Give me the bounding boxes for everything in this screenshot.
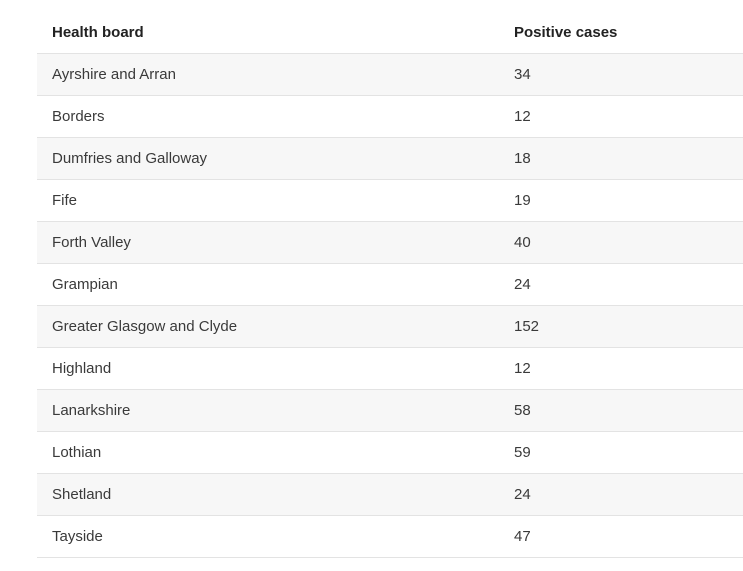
- positive-cases-cell: 19: [499, 179, 743, 222]
- positive-cases-cell: 58: [499, 389, 743, 432]
- health-board-cell: Dumfries and Galloway: [37, 137, 499, 180]
- table-row: Highland 12: [37, 347, 743, 390]
- table-row: Dumfries and Galloway 18: [37, 137, 743, 180]
- positive-cases-cell: 12: [499, 347, 743, 390]
- cases-table: Health board Positive cases Ayrshire and…: [37, 11, 743, 558]
- cases-table-container: Health board Positive cases Ayrshire and…: [37, 11, 743, 558]
- health-board-cell: Lanarkshire: [37, 389, 499, 432]
- health-board-cell: Shetland: [37, 473, 499, 516]
- health-board-cell: Forth Valley: [37, 221, 499, 264]
- health-board-cell: Greater Glasgow and Clyde: [37, 305, 499, 348]
- positive-cases-cell: 24: [499, 473, 743, 516]
- health-board-cell: Lothian: [37, 431, 499, 474]
- table-body: Ayrshire and Arran 34 Borders 12 Dumfrie…: [37, 53, 743, 558]
- positive-cases-cell: 34: [499, 53, 743, 96]
- positive-cases-cell: 18: [499, 137, 743, 180]
- health-board-cell: Grampian: [37, 263, 499, 306]
- table-header: Health board Positive cases: [37, 11, 743, 54]
- health-board-cell: Borders: [37, 95, 499, 138]
- positive-cases-cell: 40: [499, 221, 743, 264]
- header-row: Health board Positive cases: [37, 11, 743, 54]
- table-row: Tayside 47: [37, 515, 743, 558]
- header-health-board: Health board: [37, 11, 499, 54]
- positive-cases-cell: 47: [499, 515, 743, 558]
- header-positive-cases: Positive cases: [499, 11, 743, 54]
- table-row: Forth Valley 40: [37, 221, 743, 264]
- table-row: Ayrshire and Arran 34: [37, 53, 743, 96]
- health-board-cell: Fife: [37, 179, 499, 222]
- positive-cases-cell: 152: [499, 305, 743, 348]
- table-row: Greater Glasgow and Clyde 152: [37, 305, 743, 348]
- health-board-cell: Tayside: [37, 515, 499, 558]
- table-row: Borders 12: [37, 95, 743, 138]
- table-row: Shetland 24: [37, 473, 743, 516]
- table-row: Grampian 24: [37, 263, 743, 306]
- positive-cases-cell: 12: [499, 95, 743, 138]
- health-board-cell: Ayrshire and Arran: [37, 53, 499, 96]
- health-board-cell: Highland: [37, 347, 499, 390]
- positive-cases-cell: 59: [499, 431, 743, 474]
- table-row: Lanarkshire 58: [37, 389, 743, 432]
- table-row: Fife 19: [37, 179, 743, 222]
- positive-cases-cell: 24: [499, 263, 743, 306]
- table-row: Lothian 59: [37, 431, 743, 474]
